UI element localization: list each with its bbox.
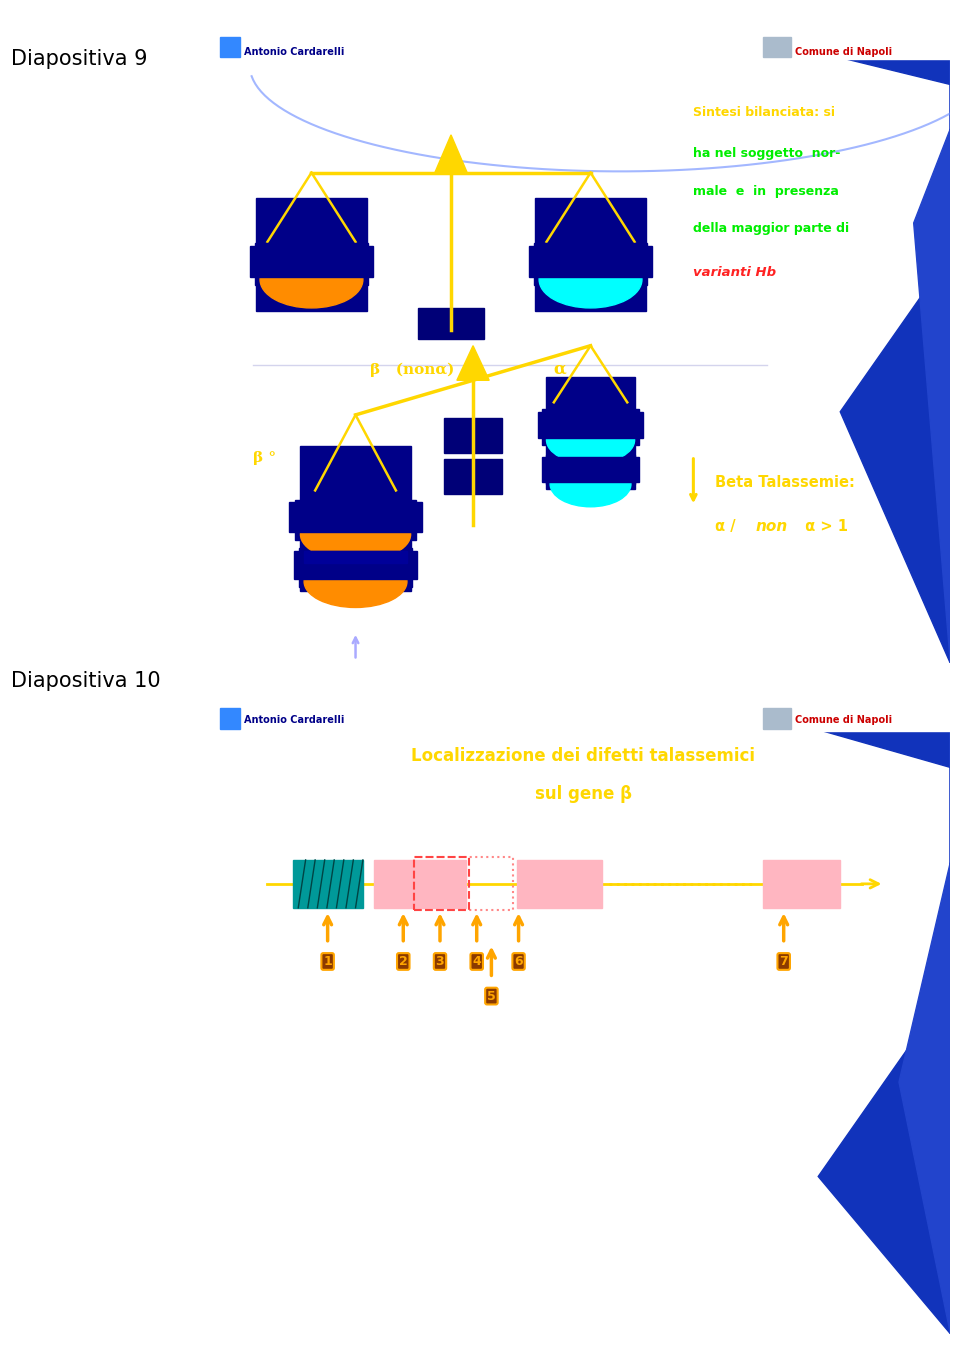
Ellipse shape (260, 252, 363, 308)
Text: male  e  in  presenza: male e in presenza (693, 185, 839, 197)
Text: 5: 5 (487, 989, 495, 1003)
Bar (529, 246, 652, 276)
Text: Localizzazione dei difetti talassemici: Localizzazione dei difetti talassemici (411, 747, 756, 765)
Bar (290, 502, 421, 532)
Polygon shape (745, 34, 950, 663)
Text: α > 1: α > 1 (800, 520, 848, 535)
Text: 4: 4 (472, 955, 481, 969)
Bar (536, 198, 646, 311)
Bar (444, 460, 502, 494)
Text: β   (nonα): β (nonα) (371, 363, 455, 378)
Text: Sintesi bilanciata: si: Sintesi bilanciata: si (693, 105, 835, 119)
Bar (542, 409, 639, 445)
Text: 7- delezione di 600 basi, inizio in IVS2 ( β° ): 7- delezione di 600 basi, inizio in IVS2… (234, 1270, 484, 1279)
Bar (299, 549, 412, 587)
Polygon shape (457, 346, 490, 380)
Bar (250, 246, 373, 276)
Bar (295, 499, 416, 540)
Text: ha nel soggetto  nor-: ha nel soggetto nor- (693, 146, 841, 160)
Text: Antonio Cardarelli: Antonio Cardarelli (244, 714, 345, 725)
Text: 1: 1 (414, 839, 421, 852)
Text: Antonio Cardarelli: Antonio Cardarelli (244, 47, 345, 57)
Text: Diapositiva 10: Diapositiva 10 (11, 672, 160, 691)
Bar (255, 242, 368, 286)
Bar (546, 454, 635, 488)
Ellipse shape (546, 416, 635, 464)
Bar (763, 707, 791, 729)
Bar (444, 419, 502, 453)
Text: 1- nel promoter:   ( β+ ): 1- nel promoter: ( β+ ) (234, 997, 371, 1007)
Text: 6: 6 (515, 955, 523, 969)
Bar (415, 858, 469, 910)
Text: 7: 7 (780, 955, 788, 969)
Text: 3: 3 (799, 839, 805, 852)
Bar (542, 457, 639, 482)
Bar (418, 308, 484, 339)
Text: 6- attivazione sito criptico:  ( β+ ): 6- attivazione sito criptico: ( β+ ) (234, 1223, 427, 1234)
Bar (373, 860, 466, 908)
Bar (517, 860, 602, 908)
Text: IVSII: IVSII (666, 839, 691, 852)
Polygon shape (435, 135, 468, 172)
Bar (300, 446, 411, 591)
Bar (538, 412, 643, 438)
Bar (220, 37, 240, 57)
Text: β °: β ° (252, 451, 276, 465)
Polygon shape (730, 705, 950, 1334)
Polygon shape (848, 705, 950, 1334)
Text: Beta Talassemie:: Beta Talassemie: (715, 475, 855, 490)
Bar (763, 37, 791, 57)
Bar (304, 551, 407, 562)
Bar (293, 860, 363, 908)
Text: 3: 3 (436, 955, 444, 969)
Text: 5- sequenza di consenso alterata: ( β+ ): 5- sequenza di consenso alterata: ( β+ ) (234, 1178, 464, 1189)
Bar (763, 860, 840, 908)
Text: 4- abolita giunzione di splicing:  ( β° ): 4- abolita giunzione di splicing: ( β° ) (234, 1133, 449, 1144)
FancyBboxPatch shape (216, 33, 950, 59)
FancyBboxPatch shape (216, 705, 950, 731)
Bar (415, 858, 514, 910)
Text: α /: α / (715, 520, 741, 535)
Ellipse shape (540, 252, 642, 308)
Text: Diapositiva 9: Diapositiva 9 (11, 49, 147, 68)
Text: 1: 1 (324, 955, 332, 969)
Text: sul gene β: sul gene β (535, 785, 632, 803)
Text: Comune di Napoli: Comune di Napoli (795, 47, 892, 57)
Text: non: non (756, 520, 788, 535)
Ellipse shape (300, 508, 411, 561)
Text: 3- segnale di stop: codon non-senso CD39 (C→T)  ( β° ): 3- segnale di stop: codon non-senso CD39… (234, 1088, 549, 1097)
Bar (546, 378, 635, 484)
Text: 2: 2 (556, 839, 564, 852)
Bar (256, 198, 367, 311)
Bar (534, 242, 647, 286)
Bar (294, 551, 418, 579)
Ellipse shape (550, 461, 631, 506)
Text: varianti Hb: varianti Hb (693, 267, 777, 279)
Polygon shape (862, 34, 950, 663)
Bar (220, 707, 240, 729)
Text: IVSI: IVSI (458, 839, 480, 852)
Ellipse shape (304, 555, 407, 607)
Text: della maggior parte di: della maggior parte di (693, 223, 850, 235)
Text: Comune di Napoli: Comune di Napoli (795, 714, 892, 725)
Text: 2: 2 (399, 955, 408, 969)
Text: α: α (554, 361, 566, 378)
Text: 2- microdelezione CD6 (-A): codon non-senso  ( β° ): 2- microdelezione CD6 (-A): codon non-se… (234, 1042, 529, 1052)
